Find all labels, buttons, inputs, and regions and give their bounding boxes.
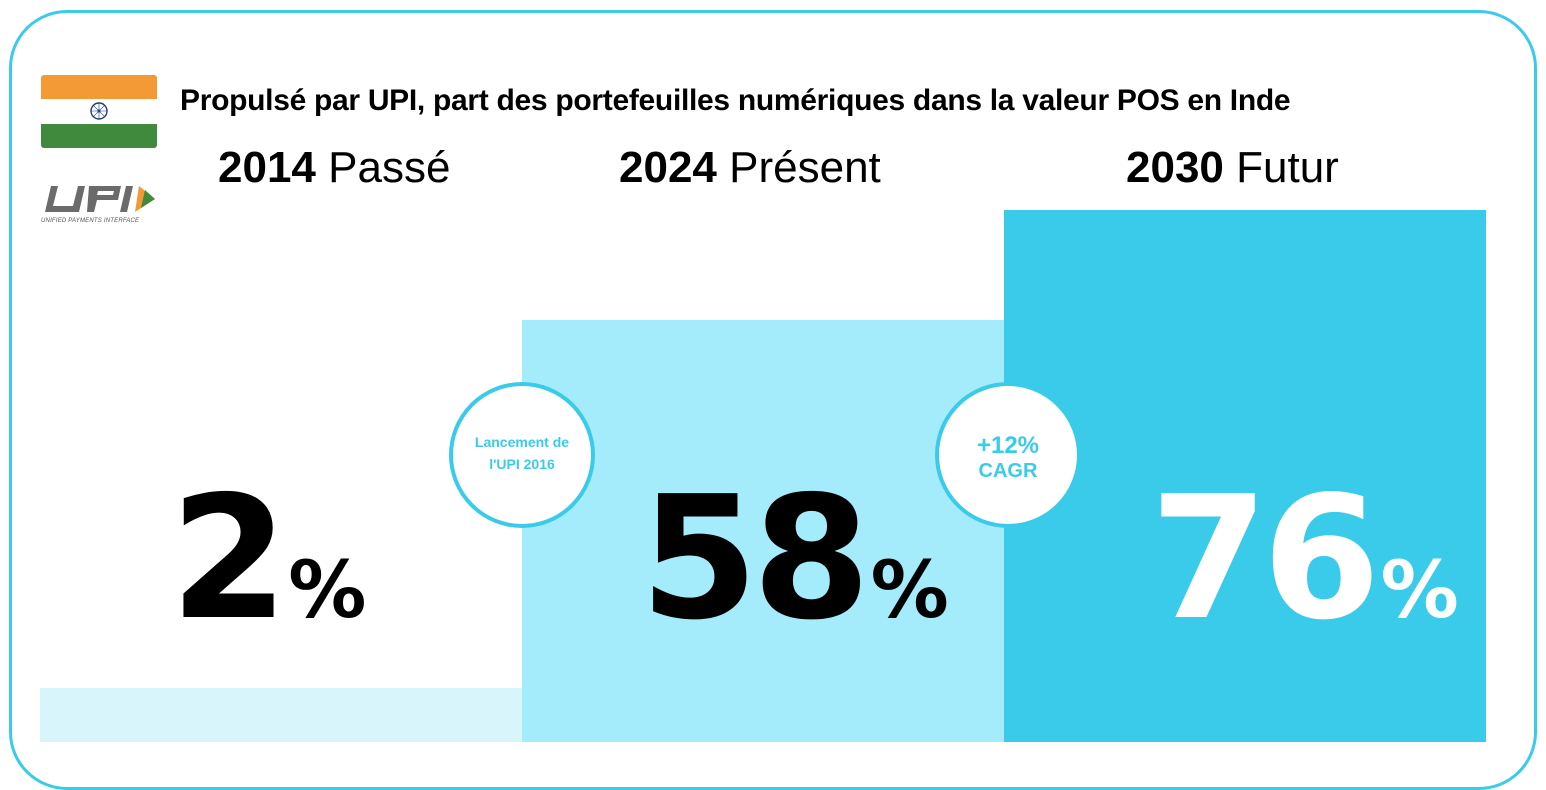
annotation-line: Lancement de [475, 434, 569, 450]
bar-chart: 2% 58% 76% Lancement de l'UPI 2016 +12%CAGR [40, 210, 1486, 742]
value-label-2014: 2% [170, 460, 366, 658]
bar-2014 [40, 688, 522, 742]
period-2030: 2030 Futur [1126, 143, 1339, 193]
chart-title: Propulsé par UPI, part des portefeuilles… [180, 84, 1291, 117]
annotation-badge-1: Lancement de l'UPI 2016 [449, 382, 595, 528]
india-flag-icon [41, 75, 157, 148]
period-year: 2014 [218, 143, 316, 192]
annotation-badge-2: +12%CAGR [935, 382, 1081, 528]
period-label: Futur [1236, 143, 1339, 192]
annotation-line: CAGR [979, 460, 1038, 482]
upi-tagline: UNIFIED PAYMENTS INTERFACE [41, 218, 140, 224]
bar-2030 [1004, 210, 1486, 742]
value-label-2024: 58% [640, 460, 949, 658]
upi-logo: UNIFIED PAYMENTS INTERFACE [41, 178, 161, 230]
bar-2024 [522, 320, 1004, 742]
period-label: Présent [729, 143, 881, 192]
period-2014: 2014 Passé [218, 143, 450, 193]
value-label-2030: 76% [1150, 460, 1459, 658]
annotation-line: l'UPI 2016 [489, 456, 555, 472]
annotation-line: +12% [977, 432, 1039, 459]
period-year: 2030 [1126, 143, 1224, 192]
period-year: 2024 [619, 143, 717, 192]
period-2024: 2024 Présent [619, 143, 881, 193]
period-label: Passé [328, 143, 451, 192]
